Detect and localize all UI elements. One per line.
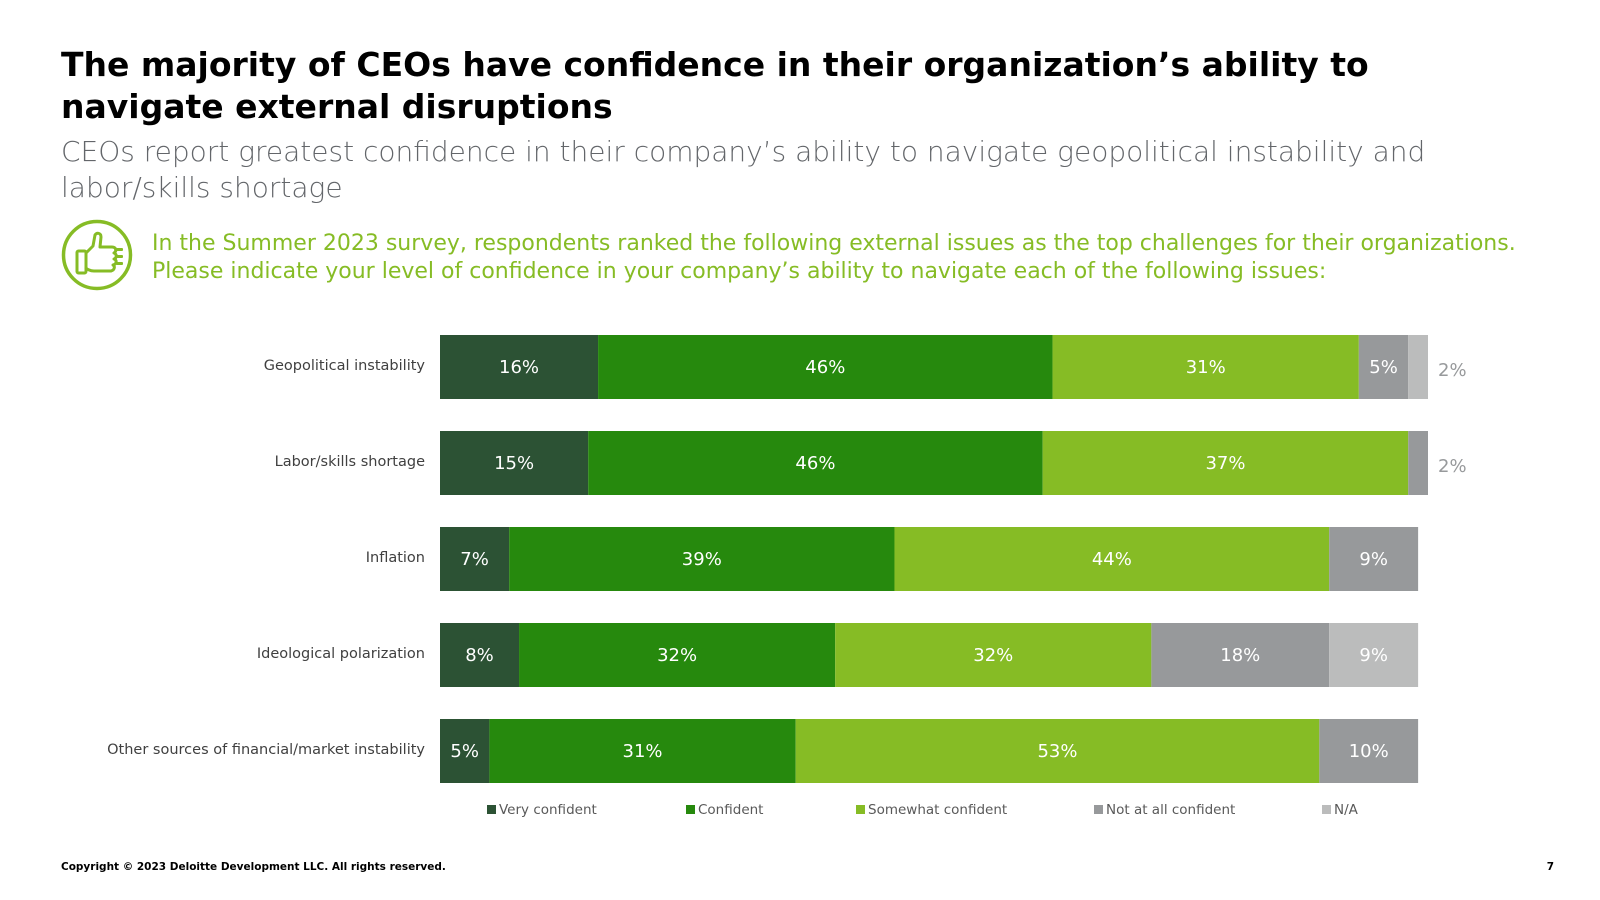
bar-segment-very-confident: [440, 431, 589, 495]
slide-subtitle: CEOs report greatest confidence in their…: [61, 135, 1426, 204]
data-label: 31%: [623, 741, 663, 762]
bar-segment-somewhat-confident: [894, 527, 1330, 591]
bar-segment-not-at-all-confident: [1151, 623, 1330, 687]
data-label: 5%: [1369, 357, 1398, 378]
legend-swatch-n-a: [1322, 805, 1331, 814]
bar-segment-somewhat-confident: [1052, 335, 1359, 399]
data-label: 16%: [499, 357, 539, 378]
stacked-bar-chart: Geopolitical instability 16% 46% 31% 5% 2% Lab…: [107, 335, 1467, 818]
data-label: 37%: [1205, 453, 1245, 474]
bar-segment-confident: [519, 623, 836, 687]
legend-swatch-not-at-all-confident: [1094, 805, 1103, 814]
legend-swatch-very-confident: [487, 805, 496, 814]
category-label: Other sources of financial/market instab…: [107, 742, 425, 758]
data-label: 32%: [973, 645, 1013, 666]
survey-question-line2: Please indicate your level of confidence…: [152, 259, 1327, 284]
legend-label: Not at all confident: [1106, 802, 1235, 818]
data-label: 31%: [1186, 357, 1226, 378]
bar-segment-n-a: [1329, 623, 1419, 687]
category-label: Geopolitical instability: [264, 358, 426, 374]
legend-label: Very confident: [499, 802, 597, 818]
bar-segment-somewhat-confident: [835, 623, 1152, 687]
bar-segment-not-at-all-confident: [1329, 527, 1419, 591]
data-label: 44%: [1092, 549, 1132, 570]
data-label: 32%: [657, 645, 697, 666]
category-label: Inflation: [366, 550, 425, 566]
legend-label: Confident: [698, 802, 763, 818]
legend-swatch-confident: [686, 805, 695, 814]
data-label: 9%: [1359, 549, 1388, 570]
data-label: 8%: [465, 645, 494, 666]
bar-segment-confident: [489, 719, 796, 783]
category-label: Ideological polarization: [257, 646, 425, 662]
legend-swatch-somewhat-confident: [856, 805, 865, 814]
category-label: Labor/skills shortage: [275, 454, 425, 470]
bar-segment-confident: [509, 527, 895, 591]
bar-segment-very-confident: [440, 623, 520, 687]
data-label: 46%: [805, 357, 845, 378]
data-label-outside: 2%: [1438, 456, 1467, 477]
data-label-outside: 2%: [1438, 360, 1467, 381]
bar-segment-very-confident: [440, 527, 510, 591]
bar-segment-not-at-all-confident: [1319, 719, 1419, 783]
bar-segment-very-confident: [440, 335, 599, 399]
legend-label: Somewhat confident: [868, 802, 1007, 818]
bar-segment-confident: [588, 431, 1043, 495]
bar-segment-not-at-all-confident: [1358, 335, 1409, 399]
data-label: 39%: [682, 549, 722, 570]
data-label: 18%: [1220, 645, 1260, 666]
copyright-notice: Copyright © 2023 Deloitte Development LL…: [61, 861, 446, 873]
slide-title: The majority of CEOs have confidence in …: [61, 45, 1369, 126]
bar-segment-n-a: [1408, 335, 1428, 399]
bar-segment-confident: [598, 335, 1053, 399]
data-label: 9%: [1359, 645, 1388, 666]
data-label: 46%: [795, 453, 835, 474]
data-label: 7%: [460, 549, 489, 570]
bar-segment-somewhat-confident: [1042, 431, 1409, 495]
bar-segment-not-at-all-confident: [1408, 431, 1428, 495]
thumbs-up-icon: [61, 219, 133, 291]
survey-question: In the Summer 2023 survey, respondents r…: [152, 230, 1572, 286]
page-number: 7: [1546, 861, 1554, 873]
data-label: 15%: [494, 453, 534, 474]
data-label: 5%: [450, 741, 479, 762]
data-label: 53%: [1037, 741, 1077, 762]
legend-label: N/A: [1334, 802, 1359, 818]
survey-question-line1: In the Summer 2023 survey, respondents r…: [152, 231, 1516, 256]
bar-segment-somewhat-confident: [795, 719, 1320, 783]
bar-segment-very-confident: [440, 719, 490, 783]
data-label: 10%: [1349, 741, 1389, 762]
